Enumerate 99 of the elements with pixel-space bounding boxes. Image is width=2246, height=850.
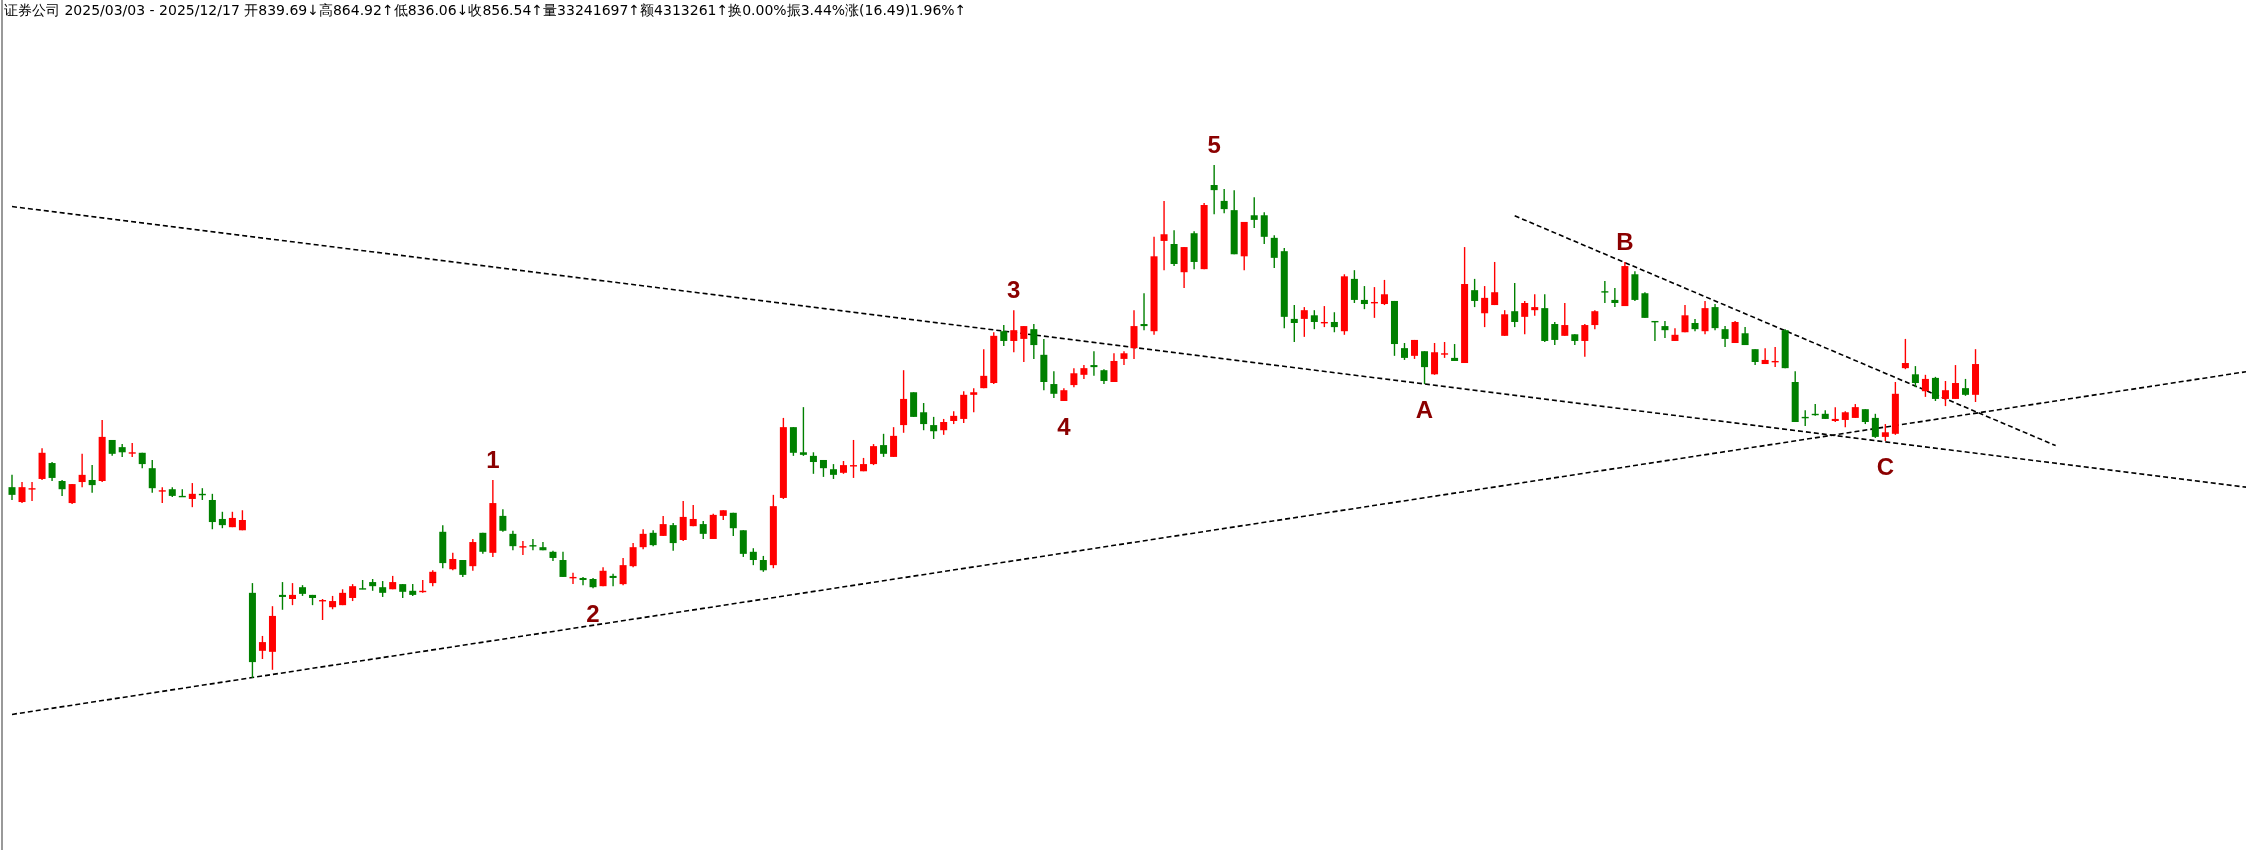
candlestick	[1511, 282, 1519, 328]
candlestick	[1350, 269, 1358, 304]
candlestick	[1681, 304, 1689, 333]
candlestick	[1290, 304, 1298, 343]
annotation: 1	[486, 445, 500, 473]
candlestick	[1761, 347, 1769, 365]
candlestick	[1721, 325, 1729, 348]
candlestick	[1210, 164, 1218, 215]
candlestick	[930, 416, 938, 440]
candlestick	[509, 530, 517, 551]
candlestick	[1330, 311, 1338, 333]
candlestick	[18, 481, 26, 504]
candlestick	[880, 433, 888, 458]
candlestick	[1090, 350, 1098, 377]
candlestick	[1931, 376, 1939, 402]
candlestick	[1471, 278, 1479, 308]
candlestick	[208, 493, 216, 530]
candlestick	[1000, 324, 1008, 347]
annotation: 5	[1207, 131, 1221, 158]
candlestick	[88, 464, 96, 494]
candlestick	[1431, 342, 1439, 376]
annotation: 4	[1057, 412, 1072, 440]
candlestick	[289, 582, 296, 606]
candlestick	[1250, 196, 1258, 229]
candlestick	[278, 581, 286, 611]
candlestick	[1030, 323, 1038, 360]
annotation: 2	[586, 600, 600, 628]
candlestick	[78, 453, 86, 488]
candlestick	[1050, 370, 1058, 399]
candlestick	[1270, 234, 1278, 269]
candlestick	[68, 483, 76, 505]
candlestick	[970, 387, 978, 413]
candlestick	[1901, 338, 1909, 370]
candlestick	[1501, 309, 1509, 337]
candlestick	[1561, 302, 1569, 337]
candlestick	[799, 406, 807, 457]
candlestick	[148, 459, 156, 494]
candlestick	[1380, 279, 1388, 306]
candlestick	[188, 482, 196, 508]
candlestick	[258, 635, 266, 660]
candlestick	[1601, 280, 1609, 304]
candlestick	[619, 557, 627, 586]
candlestick	[1110, 352, 1118, 383]
annotation: A	[1415, 396, 1434, 424]
candlestick	[890, 426, 898, 458]
candlestick	[1531, 293, 1539, 317]
candlestick	[1581, 323, 1589, 358]
candlestick	[1300, 306, 1308, 338]
candlestick	[1140, 292, 1148, 331]
candlestick	[1481, 285, 1489, 328]
candlestick	[1130, 309, 1138, 360]
candlestick	[679, 500, 687, 542]
candlestick	[809, 451, 817, 475]
candlestick	[1521, 300, 1529, 335]
candlestick	[1360, 285, 1368, 310]
candlestick	[609, 573, 617, 587]
annotation: B	[1616, 227, 1634, 255]
candlestick	[1871, 413, 1879, 439]
chart-title: 证券公司 2025/03/03 - 2025/12/17 开839.69↓高864.92↑低836.06↓收856.54↑量33241697↑额4313261↑换0.00%振3.44%涨(16.49)1.96%↑	[4, 2, 967, 18]
candlestick	[739, 529, 747, 558]
candlestick	[559, 551, 567, 578]
candlestick	[1611, 287, 1619, 308]
candlestick	[28, 481, 36, 502]
candlestick	[1701, 300, 1709, 335]
candlestick	[1941, 380, 1949, 407]
candlestick	[639, 528, 647, 550]
candlestick	[1951, 364, 1959, 400]
candlestick	[629, 542, 637, 568]
candlestick	[1170, 229, 1178, 267]
candlestick	[1421, 350, 1429, 385]
candlestick	[850, 439, 858, 479]
candlestick	[499, 508, 507, 533]
candlestick	[669, 522, 677, 552]
candlestick	[1551, 321, 1559, 346]
candlestick	[1070, 367, 1078, 388]
candlestick	[1310, 309, 1318, 330]
candlestick	[1711, 303, 1719, 331]
candlestick	[1010, 309, 1018, 353]
candlestick	[1911, 365, 1919, 388]
candlestick	[1220, 188, 1228, 214]
candlestick	[48, 461, 56, 482]
annotation: 3	[1007, 276, 1021, 304]
candlestick	[1491, 261, 1499, 306]
candlestick	[920, 402, 928, 431]
candlestick	[539, 541, 547, 551]
candlestick	[8, 474, 16, 501]
candlestick	[519, 540, 527, 556]
candlestick	[1160, 200, 1168, 271]
candlestick	[980, 348, 988, 389]
candlestick	[870, 443, 878, 466]
annotation: C	[1876, 452, 1895, 480]
candlestick	[579, 576, 587, 586]
candlestick	[1661, 320, 1669, 339]
candlestick	[529, 538, 537, 551]
candlestick	[1260, 211, 1268, 245]
candlestick	[1020, 325, 1028, 363]
candlestick	[1921, 374, 1929, 398]
candlestick	[1591, 309, 1599, 330]
candlestick	[659, 515, 667, 537]
